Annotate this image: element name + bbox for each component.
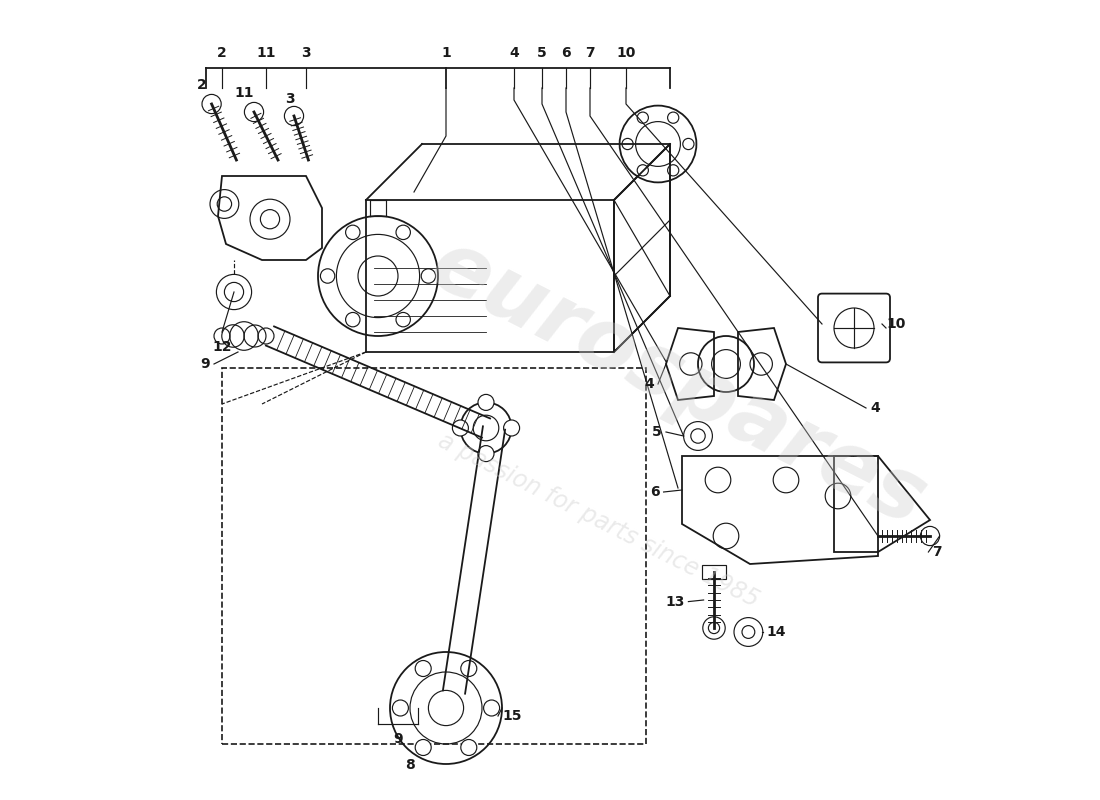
Text: 6: 6	[561, 46, 571, 60]
Circle shape	[415, 739, 431, 755]
Circle shape	[621, 138, 634, 150]
Text: 3: 3	[285, 92, 295, 106]
Text: 10: 10	[616, 46, 636, 60]
Text: 3: 3	[301, 46, 311, 60]
Circle shape	[345, 225, 360, 239]
Circle shape	[637, 112, 648, 123]
Text: 4: 4	[870, 401, 880, 415]
Circle shape	[244, 102, 264, 122]
Circle shape	[734, 618, 762, 646]
Bar	[222, 368, 646, 744]
Text: a passion for parts since 1985: a passion for parts since 1985	[433, 428, 762, 612]
Text: 9: 9	[393, 732, 403, 746]
Text: 15: 15	[502, 709, 521, 723]
Text: 11: 11	[256, 46, 276, 60]
Circle shape	[202, 94, 221, 114]
Circle shape	[504, 420, 519, 436]
Circle shape	[320, 269, 334, 283]
Text: 14: 14	[766, 625, 785, 639]
Circle shape	[393, 700, 408, 716]
Text: 12: 12	[212, 340, 232, 354]
Text: 9: 9	[200, 357, 210, 371]
Text: 1: 1	[441, 46, 451, 60]
Text: 7: 7	[585, 46, 595, 60]
Text: 11: 11	[234, 86, 254, 100]
Text: 5: 5	[652, 425, 662, 439]
Circle shape	[396, 313, 410, 327]
Text: eurospares: eurospares	[417, 223, 939, 545]
Text: 8: 8	[405, 758, 415, 771]
Circle shape	[452, 420, 469, 436]
Text: 6: 6	[650, 485, 660, 499]
Circle shape	[921, 526, 939, 546]
Circle shape	[668, 112, 679, 123]
Circle shape	[285, 106, 304, 126]
FancyBboxPatch shape	[702, 565, 726, 579]
Circle shape	[668, 165, 679, 176]
Circle shape	[396, 225, 410, 239]
Text: 5: 5	[537, 46, 547, 60]
Circle shape	[484, 700, 499, 716]
Circle shape	[421, 269, 436, 283]
Circle shape	[461, 661, 476, 677]
Circle shape	[637, 165, 648, 176]
Circle shape	[461, 739, 476, 755]
Text: 7: 7	[933, 545, 942, 559]
Circle shape	[345, 313, 360, 327]
Text: 4: 4	[645, 377, 654, 391]
Circle shape	[703, 617, 725, 639]
Text: 4: 4	[509, 46, 519, 60]
Text: 10: 10	[886, 317, 905, 331]
Circle shape	[415, 661, 431, 677]
Text: 2: 2	[217, 46, 227, 60]
Text: 2: 2	[197, 78, 207, 92]
Text: 13: 13	[666, 594, 684, 609]
Circle shape	[478, 446, 494, 462]
Circle shape	[478, 394, 494, 410]
Circle shape	[683, 138, 694, 150]
